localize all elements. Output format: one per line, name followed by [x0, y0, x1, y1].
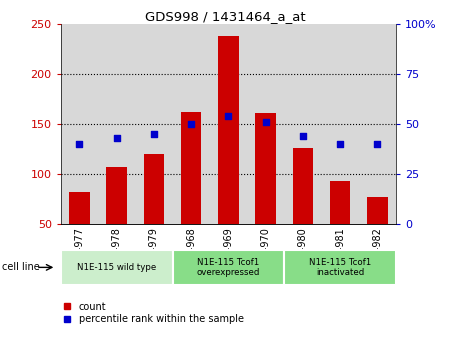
Point [76, 141, 83, 147]
Bar [292, 148, 313, 224]
Text: N1E-115 Tcof1
overexpressed: N1E-115 Tcof1 overexpressed [197, 258, 260, 277]
Bar [172, 24, 210, 224]
Text: N1E-115 Tcof1
inactivated: N1E-115 Tcof1 inactivated [309, 258, 371, 277]
Bar [218, 36, 239, 224]
Point [113, 136, 120, 141]
Point [374, 141, 381, 147]
Point [150, 131, 158, 137]
Bar [321, 24, 359, 224]
Bar [284, 24, 321, 224]
Bar [181, 112, 201, 224]
Bar [98, 24, 135, 224]
Bar [359, 24, 396, 224]
Bar [106, 167, 127, 224]
Legend: count, percentile rank within the sample: count, percentile rank within the sample [63, 302, 244, 325]
Bar [210, 24, 247, 224]
Bar [69, 192, 90, 224]
Bar [247, 24, 284, 224]
Point [299, 134, 306, 139]
Point [188, 121, 195, 127]
Point [225, 114, 232, 119]
Text: N1E-115 wild type: N1E-115 wild type [77, 263, 156, 272]
Text: GDS998 / 1431464_a_at: GDS998 / 1431464_a_at [145, 10, 305, 23]
Bar [256, 113, 276, 224]
Bar [135, 24, 172, 224]
Text: cell line: cell line [2, 263, 40, 272]
Point [262, 119, 269, 125]
Bar [330, 181, 351, 224]
Point [337, 141, 344, 147]
Bar [61, 24, 98, 224]
Bar [144, 154, 164, 224]
Bar [367, 197, 387, 224]
